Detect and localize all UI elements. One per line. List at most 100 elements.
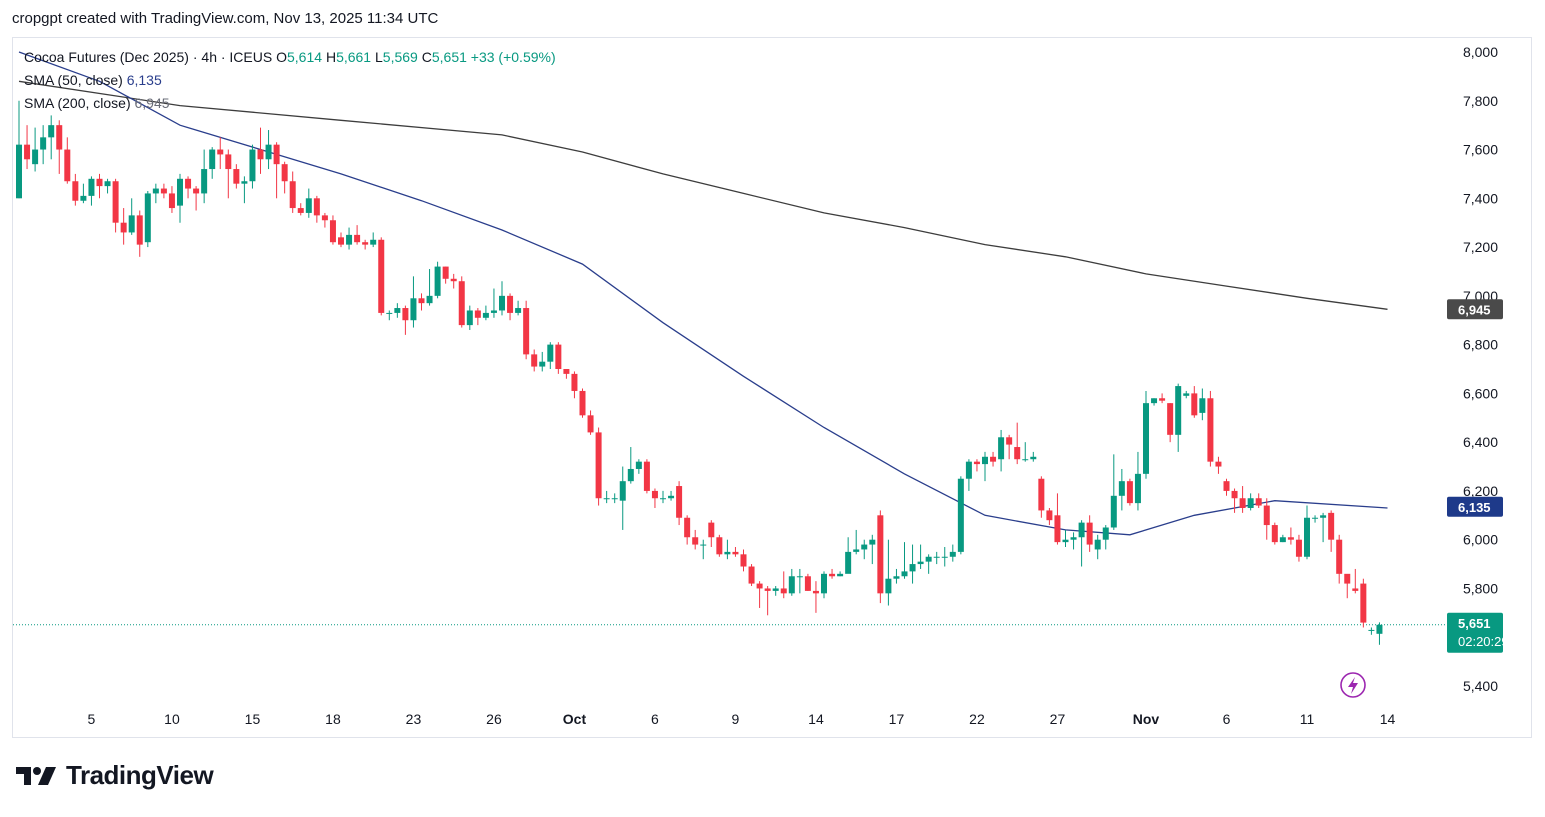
candle[interactable] [1295, 539, 1302, 557]
candle[interactable] [1271, 525, 1278, 543]
candle[interactable] [853, 549, 860, 552]
candle[interactable] [346, 234, 353, 245]
candle[interactable] [1030, 456, 1037, 460]
candle[interactable] [821, 573, 827, 594]
candle[interactable] [72, 181, 79, 201]
candle[interactable] [64, 149, 71, 182]
candle[interactable] [80, 195, 87, 201]
candle[interactable] [120, 222, 127, 233]
candle[interactable] [1062, 539, 1069, 543]
candle[interactable] [1151, 398, 1158, 404]
candle[interactable] [152, 188, 159, 194]
legend-sma50-row[interactable]: SMA (50, close) 6,135 [24, 69, 556, 92]
candle[interactable] [241, 181, 248, 184]
candle[interactable] [603, 498, 610, 500]
candle[interactable] [1312, 517, 1319, 519]
candle[interactable] [861, 544, 868, 550]
legend-sma200-row[interactable]: SMA (200, close) 6,945 [24, 92, 556, 115]
candle[interactable] [740, 554, 747, 567]
candle[interactable] [965, 461, 972, 479]
candle[interactable] [297, 208, 304, 213]
candle[interactable] [1159, 398, 1166, 401]
candle[interactable] [627, 468, 634, 482]
candle[interactable] [563, 369, 570, 374]
candle[interactable] [531, 354, 538, 367]
candle[interactable] [490, 310, 497, 313]
candle[interactable] [651, 490, 658, 499]
candle[interactable] [845, 551, 852, 574]
candle[interactable] [587, 415, 594, 433]
candle[interactable] [1199, 398, 1206, 413]
candle[interactable] [748, 566, 755, 584]
candle[interactable] [1191, 393, 1198, 416]
candle[interactable] [1054, 515, 1061, 543]
candle[interactable] [901, 571, 908, 577]
candle[interactable] [982, 456, 988, 465]
candle[interactable] [458, 281, 465, 326]
candle[interactable] [1126, 481, 1133, 504]
flash-icon[interactable] [1340, 672, 1366, 698]
candle[interactable] [990, 456, 997, 462]
candle[interactable] [885, 578, 892, 594]
candle[interactable] [16, 144, 22, 199]
candle[interactable] [370, 239, 377, 245]
candle[interactable] [957, 478, 964, 552]
candle[interactable] [1336, 539, 1343, 574]
candle[interactable] [796, 576, 803, 578]
candle[interactable] [418, 298, 425, 304]
candle[interactable] [321, 215, 328, 221]
candle[interactable] [1352, 588, 1359, 591]
candle[interactable] [104, 181, 111, 187]
candle[interactable] [32, 149, 39, 165]
candle[interactable] [233, 169, 240, 184]
candle[interactable] [917, 561, 924, 565]
candle[interactable] [442, 266, 449, 279]
candle[interactable] [281, 164, 288, 182]
candle[interactable] [265, 144, 272, 160]
candle[interactable] [201, 169, 208, 194]
candle[interactable] [40, 137, 47, 150]
candle[interactable] [973, 461, 980, 465]
candle[interactable] [426, 295, 433, 304]
candle[interactable] [756, 583, 763, 589]
candle[interactable] [434, 266, 441, 296]
candle[interactable] [829, 573, 836, 577]
candle[interactable] [257, 149, 264, 160]
candle[interactable] [354, 234, 361, 243]
candle[interactable] [402, 308, 409, 321]
candle[interactable] [660, 498, 666, 500]
candle[interactable] [635, 461, 642, 469]
candle[interactable] [185, 178, 192, 189]
candle[interactable] [893, 576, 900, 579]
candle[interactable] [1143, 403, 1149, 474]
candle[interactable] [177, 178, 183, 206]
candle[interactable] [619, 481, 626, 501]
candle[interactable] [1320, 515, 1327, 518]
candle[interactable] [925, 556, 932, 562]
candle[interactable] [708, 522, 715, 538]
candle[interactable] [289, 181, 296, 209]
candle[interactable] [764, 588, 771, 591]
candle[interactable] [1006, 437, 1013, 445]
candle[interactable] [869, 539, 876, 545]
candle[interactable] [378, 239, 385, 313]
candle[interactable] [1247, 498, 1254, 508]
candle[interactable] [1046, 510, 1053, 521]
candle[interactable] [474, 310, 481, 318]
candle[interactable] [56, 125, 63, 150]
candle[interactable] [1118, 481, 1125, 496]
candle[interactable] [450, 278, 457, 282]
candle[interactable] [909, 564, 916, 572]
brand-logo[interactable]: TradingView [16, 760, 214, 791]
candle[interactable] [329, 220, 336, 243]
candle[interactable] [804, 576, 811, 591]
candle[interactable] [1215, 461, 1222, 467]
candle[interactable] [788, 576, 795, 594]
candle[interactable] [217, 149, 224, 155]
candle[interactable] [1223, 481, 1230, 491]
candle[interactable] [1086, 522, 1093, 545]
candle[interactable] [1368, 629, 1375, 631]
candle[interactable] [949, 551, 956, 557]
legend-symbol[interactable]: Cocoa Futures (Dec 2025) · 4h · ICEUS [24, 49, 273, 65]
candle[interactable] [249, 149, 256, 182]
